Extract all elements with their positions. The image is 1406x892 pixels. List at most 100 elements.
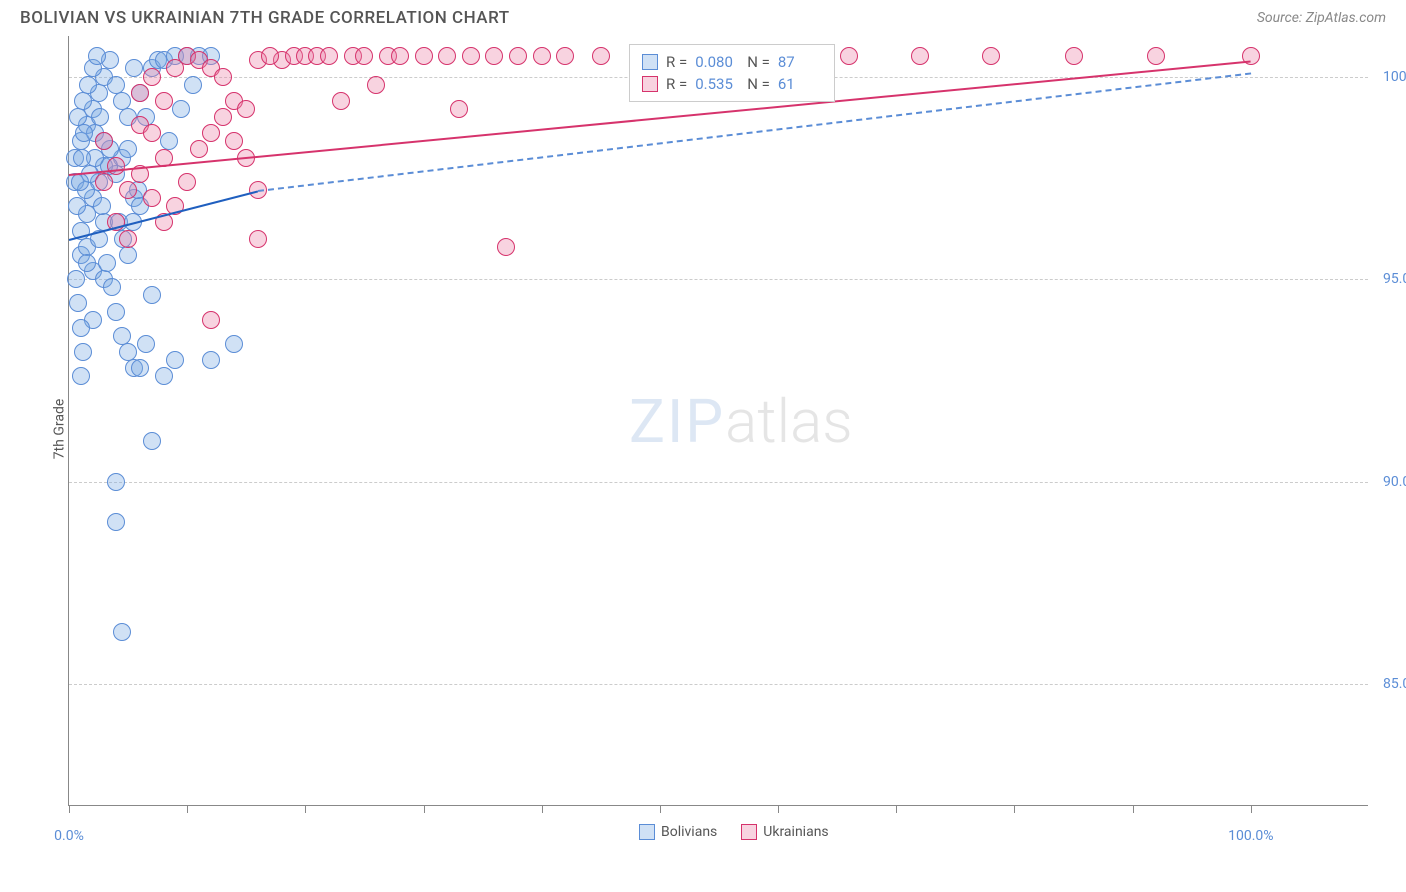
data-point bbox=[415, 47, 433, 65]
data-point bbox=[485, 47, 503, 65]
data-point bbox=[214, 68, 232, 86]
legend-swatch bbox=[639, 824, 655, 840]
data-point bbox=[172, 100, 190, 118]
data-point bbox=[131, 84, 149, 102]
data-point bbox=[1065, 47, 1083, 65]
data-point bbox=[155, 367, 173, 385]
x-tick bbox=[778, 805, 779, 813]
data-point bbox=[143, 432, 161, 450]
gridline bbox=[69, 279, 1368, 280]
data-point bbox=[78, 254, 96, 272]
data-point bbox=[1147, 47, 1165, 65]
data-point bbox=[143, 286, 161, 304]
data-point bbox=[98, 254, 116, 272]
data-point bbox=[143, 124, 161, 142]
gridline bbox=[69, 684, 1368, 685]
data-point bbox=[202, 351, 220, 369]
data-point bbox=[509, 47, 527, 65]
data-point bbox=[91, 108, 109, 126]
data-point bbox=[190, 140, 208, 158]
data-point bbox=[137, 335, 155, 353]
chart-source: Source: ZipAtlas.com bbox=[1257, 10, 1386, 26]
plot-area: 85.0%90.0%95.0%100.0%0.0%100.0%7th Grade… bbox=[68, 36, 1368, 806]
data-point bbox=[119, 246, 137, 264]
x-tick-label: 0.0% bbox=[54, 828, 84, 844]
data-point bbox=[119, 181, 137, 199]
y-tick-label: 85.0% bbox=[1383, 676, 1406, 692]
data-point bbox=[69, 294, 87, 312]
chart-header: BOLIVIAN VS UKRAINIAN 7TH GRADE CORRELAT… bbox=[0, 0, 1406, 32]
data-point bbox=[367, 76, 385, 94]
n-value: 61 bbox=[778, 75, 822, 93]
data-point bbox=[202, 311, 220, 329]
n-value: 87 bbox=[778, 53, 822, 71]
data-point bbox=[73, 149, 91, 167]
data-point bbox=[74, 92, 92, 110]
data-point bbox=[320, 47, 338, 65]
series-swatch bbox=[642, 76, 658, 92]
data-point bbox=[88, 47, 106, 65]
data-point bbox=[72, 319, 90, 337]
n-label: N = bbox=[747, 75, 770, 93]
x-tick bbox=[1133, 805, 1134, 813]
x-tick bbox=[187, 805, 188, 813]
data-point bbox=[131, 359, 149, 377]
data-point bbox=[103, 278, 121, 296]
chart-title: BOLIVIAN VS UKRAINIAN 7TH GRADE CORRELAT… bbox=[20, 8, 510, 28]
chart-container: 85.0%90.0%95.0%100.0%0.0%100.0%7th Grade… bbox=[20, 36, 1386, 866]
data-point bbox=[95, 132, 113, 150]
stats-row: R = 0.080 N = 87 bbox=[642, 51, 822, 73]
data-point bbox=[533, 47, 551, 65]
data-point bbox=[79, 76, 97, 94]
data-point bbox=[107, 473, 125, 491]
legend: Bolivians Ukrainians bbox=[639, 824, 829, 840]
legend-item: Bolivians bbox=[639, 824, 717, 840]
y-tick-label: 100.0% bbox=[1383, 69, 1406, 85]
data-point bbox=[911, 47, 929, 65]
watermark: ZIPatlas bbox=[629, 386, 853, 457]
data-point bbox=[261, 47, 279, 65]
data-point bbox=[155, 92, 173, 110]
data-point bbox=[68, 197, 86, 215]
data-point bbox=[332, 92, 350, 110]
data-point bbox=[166, 351, 184, 369]
x-tick-label: 100.0% bbox=[1228, 828, 1273, 844]
r-value: 0.080 bbox=[695, 53, 739, 71]
data-point bbox=[225, 335, 243, 353]
data-point bbox=[184, 76, 202, 94]
data-point bbox=[119, 140, 137, 158]
series-swatch bbox=[642, 54, 658, 70]
data-point bbox=[462, 47, 480, 65]
y-tick-label: 95.0% bbox=[1383, 271, 1406, 287]
n-label: N = bbox=[747, 53, 770, 71]
data-point bbox=[391, 47, 409, 65]
x-tick bbox=[1251, 805, 1252, 813]
x-tick bbox=[542, 805, 543, 813]
legend-label: Bolivians bbox=[661, 824, 717, 840]
data-point bbox=[143, 68, 161, 86]
y-axis-title: 7th Grade bbox=[51, 399, 67, 460]
data-point bbox=[72, 367, 90, 385]
data-point bbox=[95, 173, 113, 191]
data-point bbox=[67, 270, 85, 288]
data-point bbox=[592, 47, 610, 65]
legend-item: Ukrainians bbox=[741, 824, 828, 840]
r-label: R = bbox=[666, 75, 687, 93]
legend-swatch bbox=[741, 824, 757, 840]
r-value: 0.535 bbox=[695, 75, 739, 93]
data-point bbox=[143, 189, 161, 207]
data-point bbox=[107, 303, 125, 321]
data-point bbox=[438, 47, 456, 65]
r-label: R = bbox=[666, 53, 687, 71]
x-tick bbox=[1014, 805, 1015, 813]
x-tick bbox=[305, 805, 306, 813]
data-point bbox=[125, 59, 143, 77]
gridline bbox=[69, 482, 1368, 483]
data-point bbox=[214, 108, 232, 126]
data-point bbox=[74, 343, 92, 361]
data-point bbox=[225, 132, 243, 150]
y-tick-label: 90.0% bbox=[1383, 474, 1406, 490]
x-tick bbox=[660, 805, 661, 813]
data-point bbox=[93, 197, 111, 215]
data-point bbox=[107, 513, 125, 531]
